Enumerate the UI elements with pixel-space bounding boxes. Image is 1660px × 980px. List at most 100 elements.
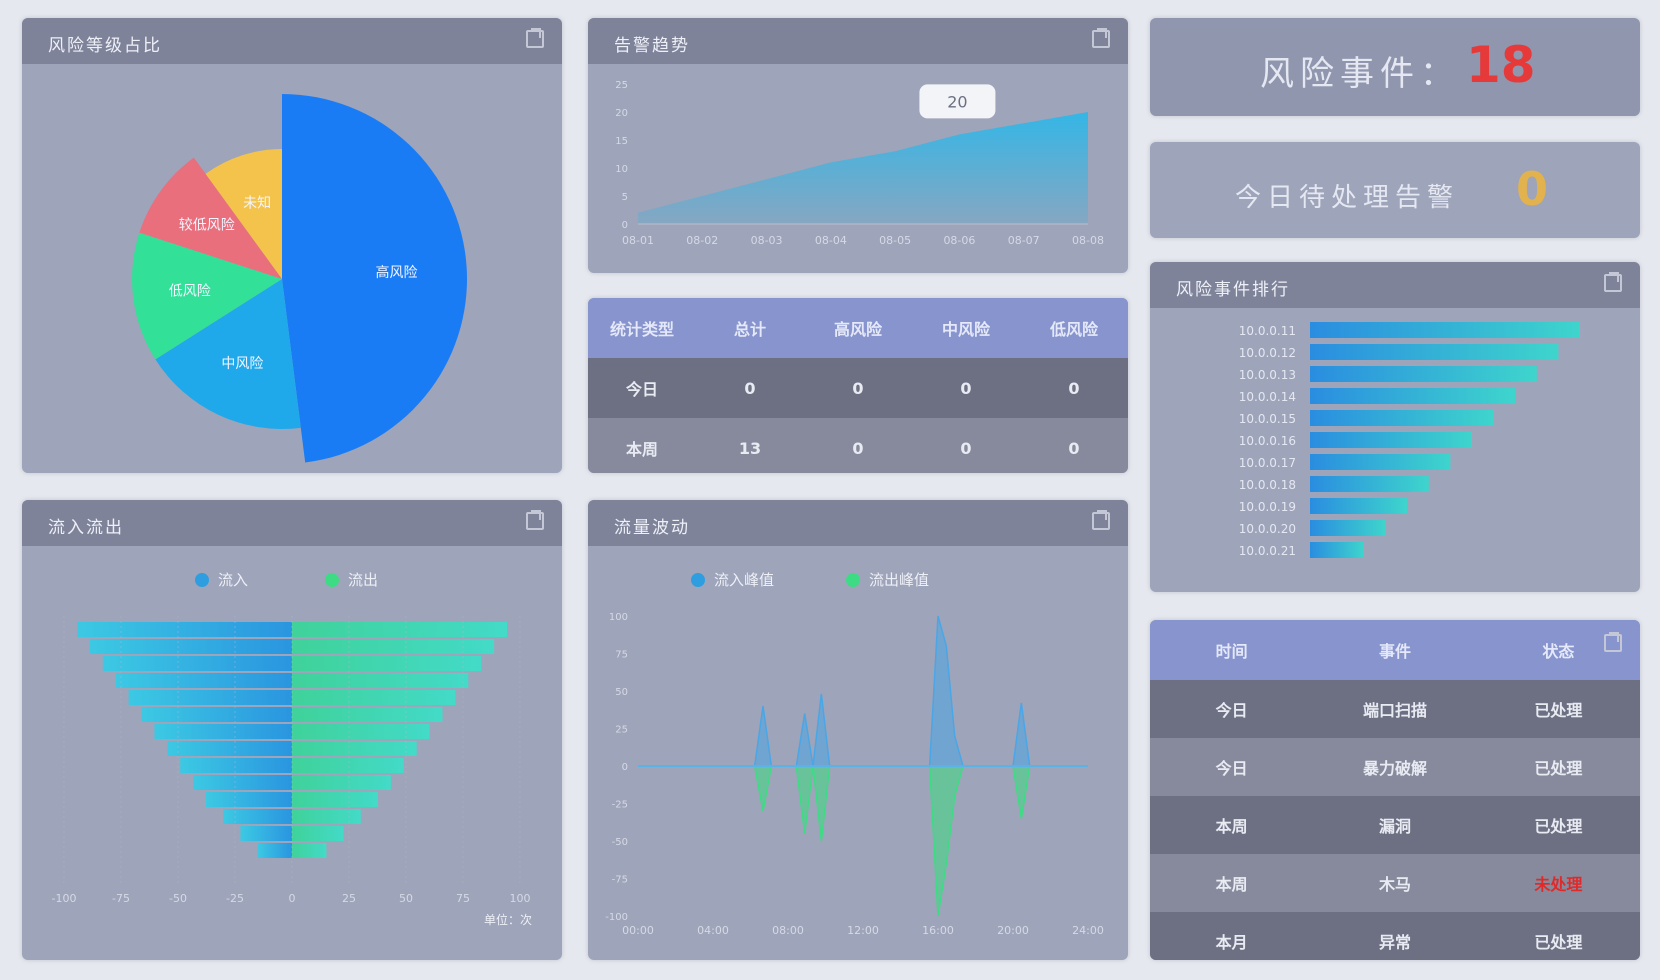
x-tick-label: 12:00 (847, 924, 879, 937)
x-tick-label: 08-08 (1072, 234, 1104, 247)
y-tick-label: -50 (612, 837, 628, 848)
table-cell: 已处理 (1476, 912, 1640, 960)
bar-category-label: 10.0.0.12 (1239, 346, 1296, 360)
y-tick-label: 50 (615, 687, 628, 698)
tooltip-box (919, 84, 996, 119)
pending-kpi-card: 今日待处理告警 0 (1150, 142, 1640, 238)
wave-series-in (638, 615, 1088, 767)
y-tick-label: 0 (622, 220, 628, 231)
x-tick-label: 20:00 (997, 924, 1029, 937)
x-tick-label: 04:00 (697, 924, 729, 937)
table-cell: 木马 (1313, 854, 1477, 912)
y-tick-label: -100 (605, 912, 628, 923)
table-cell: 本月 (1150, 912, 1314, 960)
ranking-bar (1310, 542, 1364, 558)
y-tick-label: 0 (622, 762, 628, 773)
x-tick-label: 08-01 (622, 234, 654, 247)
table-row[interactable]: 本月 异常 已处理 (1150, 912, 1640, 960)
y-tick-label: 25 (615, 725, 628, 736)
x-tick-label: 16:00 (922, 924, 954, 937)
funnel-bar-out (292, 622, 507, 637)
table-cell: 漏洞 (1313, 796, 1477, 854)
pie-label: 低风险 (169, 284, 211, 300)
ranking-panel: 风险事件排行 10.0.0.11 10.0.0.12 10.0.0.13 10.0.0… (1150, 262, 1640, 592)
expand-icon[interactable] (1604, 272, 1622, 292)
table-row[interactable]: 今日 端口扫描 已处理 (1150, 680, 1640, 738)
pie-slice (139, 157, 282, 279)
funnel-bar-in (89, 639, 293, 654)
x-tick-label: 25 (342, 892, 356, 905)
funnel-bar-in (102, 656, 292, 671)
bar-category-label: 10.0.0.13 (1239, 368, 1296, 382)
wave-series-out (638, 765, 1088, 917)
x-tick-label: 100 (510, 892, 531, 905)
funnel-bar-out (292, 639, 495, 654)
tooltip-label: 20 (947, 92, 967, 111)
panel-header: 流量波动 (588, 500, 1128, 546)
risk-events-label: 风险事件： (1260, 54, 1460, 94)
ranking-bar (1310, 432, 1472, 448)
table-cell: 今日 (1150, 738, 1314, 796)
y-tick-label: -25 (612, 800, 628, 811)
expand-icon[interactable] (526, 510, 544, 530)
bar-category-label: 10.0.0.11 (1239, 324, 1296, 338)
pie-label: 高风险 (375, 264, 417, 281)
table-row[interactable]: 本周 13 0 0 0 (588, 418, 1128, 473)
funnel-bar-out (292, 724, 430, 739)
expand-icon[interactable] (1092, 28, 1110, 48)
funnel-bar-in (223, 809, 292, 824)
funnel-bar-in (193, 775, 292, 790)
pie-panel: 风险等级占比 高风险 中风险 低风险 较低风险 未知 (22, 18, 562, 473)
expand-icon[interactable] (1092, 510, 1110, 530)
table-row[interactable]: 本周 漏洞 已处理 (1150, 796, 1640, 854)
panel-header: 风险事件排行 (1150, 262, 1640, 308)
funnel-bar-out (292, 809, 361, 824)
legend-swatch-out (325, 573, 339, 587)
y-tick-label: 20 (615, 108, 628, 119)
table-row[interactable]: 今日 0 0 0 0 (588, 358, 1128, 418)
funnel-bar-in (167, 741, 292, 756)
panel-header: 风险等级占比 (22, 18, 562, 64)
table-cell: 未处理 (1476, 854, 1640, 912)
table-cell: 已处理 (1476, 738, 1640, 796)
expand-icon[interactable] (526, 28, 544, 48)
funnel-legend: 流入 流出 (195, 571, 378, 589)
trend-area-chart: 0 5 10 15 20 25 08-01 08-02 08-03 08-04 08-05 08-06… (615, 80, 1104, 247)
pie-label: 中风险 (221, 356, 263, 372)
y-tick-label: 5 (622, 192, 628, 203)
table-header-cell: 高风险 (804, 298, 912, 358)
x-tick-label: 08-04 (815, 234, 847, 247)
legend-label: 流出 (348, 571, 378, 589)
wave-panel: 流量波动 流入峰值 流出峰值 -100 -75 -50 -25 0 25 50 75 100 00:0… (588, 500, 1128, 960)
table-row[interactable]: 今日 暴力破解 已处理 (1150, 738, 1640, 796)
bar-category-label: 10.0.0.20 (1239, 522, 1296, 536)
expand-icon[interactable] (1604, 632, 1622, 652)
y-tick-label: 100 (609, 612, 628, 623)
trend-panel: 告警趋势 0 5 10 15 20 25 08-01 08-02 08-03 08-04 08-05… (588, 18, 1128, 273)
funnel-bar-out (292, 826, 344, 841)
panel-title: 告警趋势 (614, 36, 690, 56)
bar-category-label: 10.0.0.17 (1239, 456, 1296, 470)
funnel-bar-out (292, 758, 404, 773)
table-header-cell: 低风险 (1020, 298, 1128, 358)
funnel-chart: 流入 流出 -100 -75 -50 -25 0 25 50 75 100 单位：次 (52, 571, 532, 927)
x-tick-label: -75 (112, 892, 130, 905)
x-tick-label: 50 (399, 892, 413, 905)
funnel-panel: 流入 流出 流入 流出 -100 -75 -50 -25 0 25 50 75 100 单位：次 (22, 500, 562, 960)
ranking-bar (1310, 520, 1386, 536)
wave-chart: 流入峰值 流出峰值 -100 -75 -50 -25 0 25 50 75 100 00:00 04:0… (605, 571, 1104, 937)
legend-swatch-in (195, 573, 209, 587)
funnel-bar-in (128, 690, 292, 705)
funnel-bar-in (240, 826, 292, 841)
panel-title: 风险等级占比 (48, 36, 162, 56)
pie-label: 较低风险 (179, 217, 235, 233)
ranking-bar (1310, 344, 1559, 360)
funnel-bar-out (292, 741, 417, 756)
ranking-bar (1310, 322, 1580, 338)
pie-slice (205, 149, 282, 279)
table-cell: 本周 (588, 418, 696, 473)
funnel-bar-out (292, 656, 482, 671)
table-row[interactable]: 本周 木马 未处理 (1150, 854, 1640, 912)
bar-category-label: 10.0.0.21 (1239, 544, 1296, 558)
y-tick-label: 25 (615, 80, 628, 91)
